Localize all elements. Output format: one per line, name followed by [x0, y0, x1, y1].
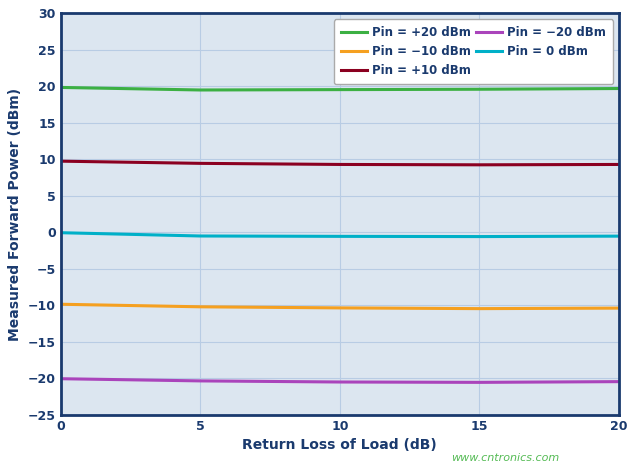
Line: Pin = −20 dBm: Pin = −20 dBm [61, 379, 619, 383]
Pin = 0 dBm [615, 233, 623, 239]
Pin = +20 dBm [336, 87, 343, 93]
Pin = +10 dBm [476, 162, 483, 168]
Line: Pin = −10 dBm: Pin = −10 dBm [61, 304, 619, 309]
Line: Pin = +20 dBm: Pin = +20 dBm [61, 87, 619, 90]
Pin = +10 dBm [197, 161, 204, 166]
Pin = +10 dBm [57, 158, 65, 164]
Line: Pin = +10 dBm: Pin = +10 dBm [61, 161, 619, 165]
Pin = 0 dBm [57, 230, 65, 235]
Y-axis label: Measured Forward Power (dBm): Measured Forward Power (dBm) [8, 87, 22, 341]
Text: www.cntronics.com: www.cntronics.com [452, 453, 560, 463]
Pin = −10 dBm [615, 306, 623, 311]
Pin = +20 dBm [615, 86, 623, 91]
Pin = −20 dBm [197, 378, 204, 384]
Pin = −10 dBm [336, 305, 343, 311]
Pin = +20 dBm [476, 86, 483, 92]
Line: Pin = 0 dBm: Pin = 0 dBm [61, 233, 619, 236]
Pin = −10 dBm [197, 304, 204, 310]
Pin = 0 dBm [197, 233, 204, 239]
Pin = −20 dBm [57, 376, 65, 382]
Pin = +10 dBm [615, 162, 623, 167]
Pin = −20 dBm [336, 379, 343, 385]
Legend: Pin = +20 dBm, Pin = −10 dBm, Pin = +10 dBm, Pin = −20 dBm, Pin = 0 dBm: Pin = +20 dBm, Pin = −10 dBm, Pin = +10 … [334, 19, 613, 84]
Pin = +10 dBm [336, 162, 343, 167]
Pin = −20 dBm [615, 379, 623, 384]
Pin = −20 dBm [476, 380, 483, 385]
Pin = 0 dBm [336, 234, 343, 239]
Pin = 0 dBm [476, 234, 483, 239]
Pin = +20 dBm [57, 85, 65, 90]
X-axis label: Return Loss of Load (dB): Return Loss of Load (dB) [242, 438, 437, 452]
Pin = +20 dBm [197, 87, 204, 93]
Pin = −10 dBm [476, 306, 483, 312]
Pin = −10 dBm [57, 301, 65, 307]
